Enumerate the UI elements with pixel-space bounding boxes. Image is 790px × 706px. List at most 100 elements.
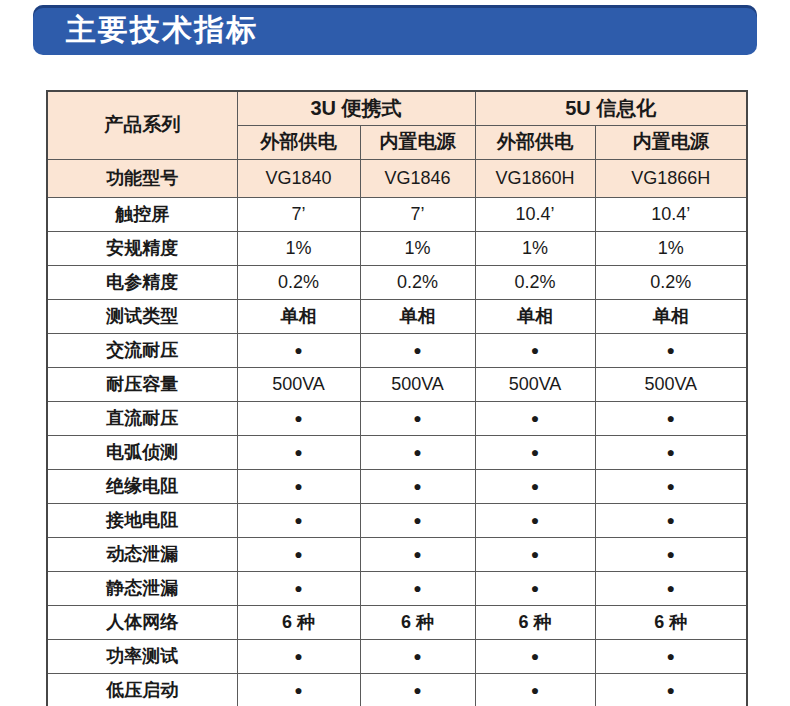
feature-dot: ●: [475, 469, 595, 503]
row-value: 0.2%: [360, 265, 475, 299]
feature-dot: ●: [237, 571, 360, 605]
feature-dot: ●: [595, 333, 747, 367]
feature-dot: ●: [237, 639, 360, 673]
feature-dot: ●: [360, 639, 475, 673]
table-row: 直流耐压●●●●: [47, 401, 747, 435]
row-value: 6 种: [595, 605, 747, 639]
row-value: 单相: [360, 299, 475, 333]
feature-dot: ●: [475, 435, 595, 469]
table-row: 触控屏7’7’10.4’10.4’: [47, 197, 747, 231]
table-row: 测试类型单相单相单相单相: [47, 299, 747, 333]
row-label: 交流耐压: [47, 333, 237, 367]
row-label: 触控屏: [47, 197, 237, 231]
row-value: 500VA: [475, 367, 595, 401]
row-value: 单相: [237, 299, 360, 333]
feature-dot: ●: [475, 503, 595, 537]
row-label: 人体网络: [47, 605, 237, 639]
feature-dot: ●: [237, 435, 360, 469]
table-row: 接地电阻●●●●: [47, 503, 747, 537]
row-value: VG1860H: [475, 159, 595, 197]
feature-dot: ●: [360, 401, 475, 435]
feature-dot: ●: [595, 639, 747, 673]
feature-dot: ●: [237, 537, 360, 571]
feature-dot: ●: [475, 571, 595, 605]
table-row: 耐压容量500VA500VA500VA500VA: [47, 367, 747, 401]
feature-dot: ●: [237, 503, 360, 537]
subcol-5u-builtin-power: 内置电源: [595, 125, 747, 159]
feature-dot: ●: [595, 469, 747, 503]
feature-dot: ●: [360, 435, 475, 469]
row-value: 0.2%: [475, 265, 595, 299]
table-row: 人体网络6 种6 种6 种6 种: [47, 605, 747, 639]
row-value: 0.2%: [595, 265, 747, 299]
feature-dot: ●: [475, 333, 595, 367]
feature-dot: ●: [475, 537, 595, 571]
row-value: 0.2%: [237, 265, 360, 299]
row-label: 静态泄漏: [47, 571, 237, 605]
subcol-5u-external-power: 外部供电: [475, 125, 595, 159]
feature-dot: ●: [595, 537, 747, 571]
row-label: 接地电阻: [47, 503, 237, 537]
row-label: 绝缘电阻: [47, 469, 237, 503]
group-header-5u: 5U 信息化: [475, 91, 747, 125]
feature-dot: ●: [237, 469, 360, 503]
table-row: 交流耐压●●●●: [47, 333, 747, 367]
feature-dot: ●: [475, 401, 595, 435]
group-header-3u: 3U 便携式: [237, 91, 475, 125]
row-value: 1%: [360, 231, 475, 265]
feature-dot: ●: [237, 673, 360, 706]
feature-dot: ●: [237, 401, 360, 435]
row-value: 6 种: [360, 605, 475, 639]
feature-dot: ●: [360, 469, 475, 503]
row-value: 7’: [360, 197, 475, 231]
row-value: 1%: [475, 231, 595, 265]
table-row: 绝缘电阻●●●●: [47, 469, 747, 503]
row-label: 测试类型: [47, 299, 237, 333]
row-label: 功率测试: [47, 639, 237, 673]
row-value: VG1866H: [595, 159, 747, 197]
table-row: 电弧侦测●●●●: [47, 435, 747, 469]
row-value: 500VA: [237, 367, 360, 401]
spec-table: 产品系列 3U 便携式 5U 信息化 外部供电 内置电源 外部供电 内置电源 功…: [46, 90, 748, 706]
feature-dot: ●: [475, 639, 595, 673]
table-row: 安规精度1%1%1%1%: [47, 231, 747, 265]
row-value: 500VA: [360, 367, 475, 401]
spec-table-body: 功能型号VG1840VG1846VG1860HVG1866H触控屏7’7’10.…: [47, 159, 747, 706]
feature-dot: ●: [237, 333, 360, 367]
feature-dot: ●: [595, 503, 747, 537]
feature-dot: ●: [475, 673, 595, 706]
row-label: 功能型号: [47, 159, 237, 197]
row-value: 6 种: [237, 605, 360, 639]
row-label: 电弧侦测: [47, 435, 237, 469]
header-group-row: 产品系列 3U 便携式 5U 信息化: [47, 91, 747, 125]
row-value: VG1840: [237, 159, 360, 197]
row-value: 1%: [237, 231, 360, 265]
feature-dot: ●: [360, 503, 475, 537]
table-row: 低压启动●●●●: [47, 673, 747, 706]
table-row: 动态泄漏●●●●: [47, 537, 747, 571]
row-label: 耐压容量: [47, 367, 237, 401]
section-title-banner: 主要技术指标: [33, 5, 757, 55]
row-label: 电参精度: [47, 265, 237, 299]
corner-label: 产品系列: [47, 91, 237, 159]
feature-dot: ●: [595, 435, 747, 469]
subcol-3u-external-power: 外部供电: [237, 125, 360, 159]
page: 主要技术指标 产品系列 3U 便携式 5U 信息化 外部供电 内置电源 外部供电…: [0, 0, 790, 706]
row-value: 10.4’: [475, 197, 595, 231]
table-row: 功率测试●●●●: [47, 639, 747, 673]
row-label: 直流耐压: [47, 401, 237, 435]
row-value: 单相: [595, 299, 747, 333]
feature-dot: ●: [360, 537, 475, 571]
table-row: 静态泄漏●●●●: [47, 571, 747, 605]
spec-table-header: 产品系列 3U 便携式 5U 信息化 外部供电 内置电源 外部供电 内置电源: [47, 91, 747, 159]
row-value: 7’: [237, 197, 360, 231]
row-label: 安规精度: [47, 231, 237, 265]
feature-dot: ●: [595, 571, 747, 605]
row-value: 1%: [595, 231, 747, 265]
page-title: 主要技术指标: [33, 15, 258, 45]
row-value: 6 种: [475, 605, 595, 639]
row-value: 500VA: [595, 367, 747, 401]
feature-dot: ●: [360, 333, 475, 367]
feature-dot: ●: [595, 401, 747, 435]
table-row: 电参精度0.2%0.2%0.2%0.2%: [47, 265, 747, 299]
